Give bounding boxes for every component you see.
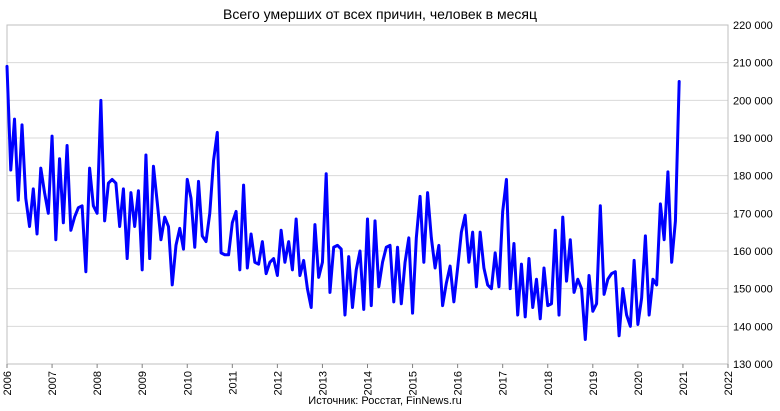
x-tick-label: 2011 [227,371,239,395]
y-tick-label: 170 000 [733,208,773,220]
x-tick-label: 2020 [633,371,645,395]
y-axis-ticks: 130 000 140 000 150 000 160 000 170 000 180 0… [733,20,773,371]
y-tick-label: 220 000 [733,20,773,32]
x-tick-label: 2015 [408,371,420,395]
chart-title: Всего умерших от всех причин, человек в … [223,6,537,22]
x-tick-label: 2022 [723,371,735,395]
x-tick-label: 2006 [2,371,14,395]
series-line-deaths [5,64,681,342]
y-tick-label: 130 000 [733,359,773,371]
x-tick-label: 2019 [588,371,600,395]
y-tick-label: 180 000 [733,171,773,183]
x-tick-label: 2008 [92,371,104,395]
x-tick-label: 2014 [363,371,375,395]
y-tick-label: 140 000 [733,321,773,333]
x-tick-label: 2010 [182,371,194,395]
x-tick-label: 2009 [137,371,149,395]
y-tick-label: 210 000 [733,58,773,70]
y-tick-label: 200 000 [733,95,773,107]
x-tick-label: 2013 [317,371,329,395]
x-tick-label: 2018 [543,371,555,395]
x-tick-label: 2016 [453,371,465,395]
x-tick-label: 2012 [272,371,284,395]
x-tick-label: 2007 [47,371,59,395]
x-axis-ticks: 2006 2007 2008 2009 2010 2011 2012 2013 2014 2015… [2,364,735,395]
x-tick-label: 2017 [498,371,510,395]
source-note: Источник: Росстат, FinNews.ru [308,395,461,407]
y-tick-label: 150 000 [733,284,773,296]
x-tick-label: 2021 [678,371,690,395]
y-tick-label: 190 000 [733,133,773,145]
y-tick-label: 160 000 [733,246,773,258]
